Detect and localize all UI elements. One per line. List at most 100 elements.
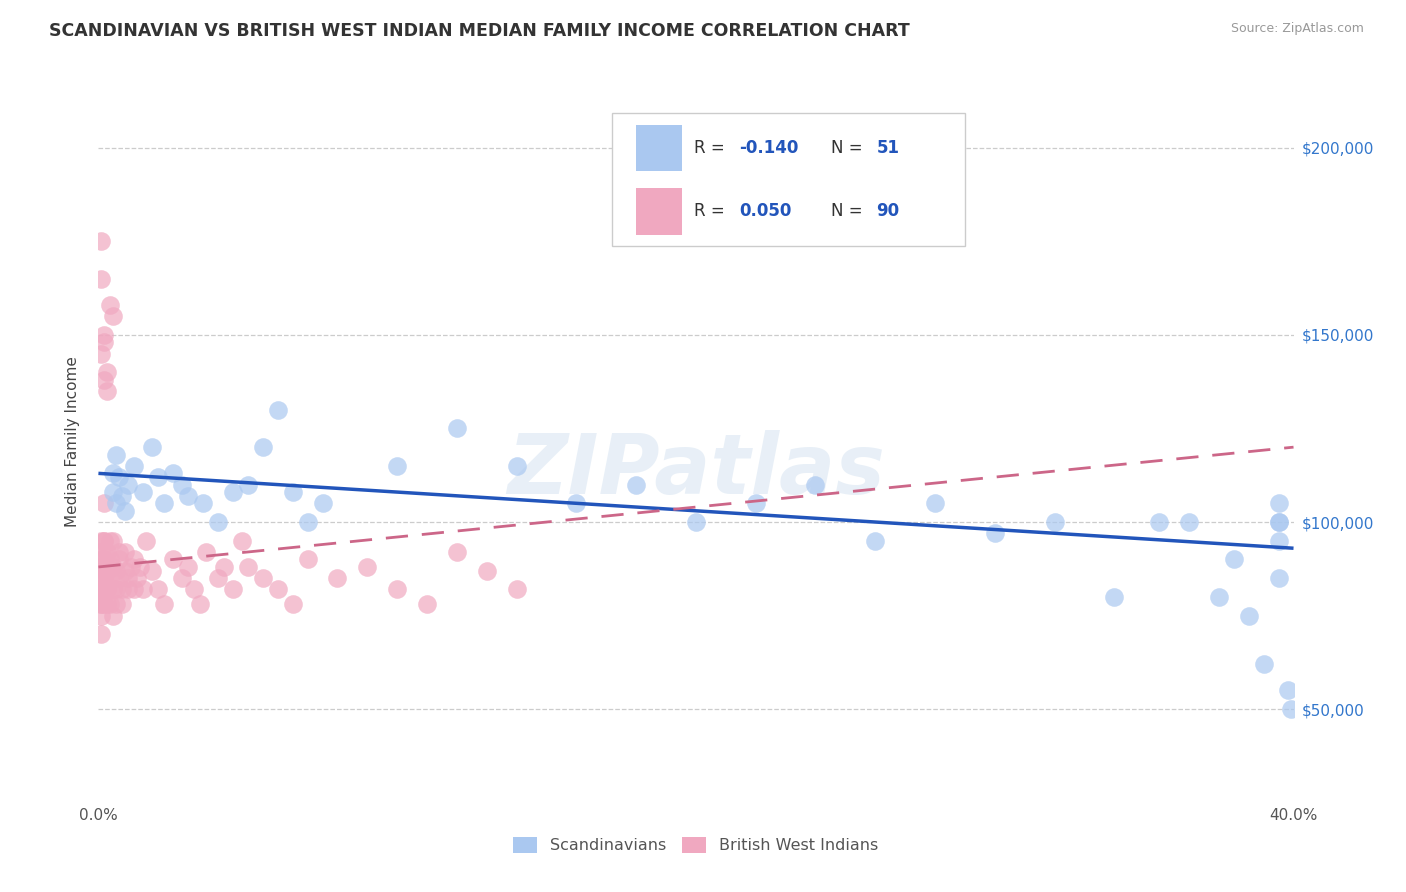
Point — [195, 545, 218, 559]
Point — [120, 560, 142, 574]
Point — [356, 560, 378, 574]
Point — [108, 545, 131, 559]
Point — [326, 571, 349, 585]
Point — [117, 582, 139, 597]
Point — [93, 571, 115, 585]
Point — [96, 545, 118, 559]
Point — [90, 582, 112, 597]
Text: Source: ZipAtlas.com: Source: ZipAtlas.com — [1230, 22, 1364, 36]
Point — [127, 571, 149, 585]
Point — [183, 582, 205, 597]
Text: N =: N = — [831, 202, 868, 220]
Point — [1253, 657, 1275, 672]
Text: 51: 51 — [876, 139, 900, 157]
Point — [1104, 590, 1126, 604]
Text: N =: N = — [831, 139, 868, 157]
Point — [153, 496, 176, 510]
Point — [96, 560, 118, 574]
Point — [90, 545, 112, 559]
Point — [98, 598, 122, 612]
Bar — [637, 125, 682, 171]
Point — [96, 384, 118, 398]
Point — [90, 598, 112, 612]
Point — [506, 458, 529, 473]
Point — [98, 298, 122, 312]
Point — [117, 571, 139, 585]
Point — [96, 564, 118, 578]
Point — [96, 582, 118, 597]
Point — [281, 485, 304, 500]
Point — [98, 552, 122, 566]
Point — [93, 373, 115, 387]
Point — [90, 271, 112, 285]
Point — [153, 598, 176, 612]
Point — [93, 564, 115, 578]
Point — [1147, 515, 1170, 529]
Point — [685, 515, 707, 529]
Point — [135, 533, 157, 548]
Point — [114, 564, 136, 578]
Point — [132, 485, 155, 500]
Point — [984, 526, 1007, 541]
Point — [90, 590, 112, 604]
Point — [446, 545, 468, 559]
Point — [90, 560, 112, 574]
Point — [207, 515, 229, 529]
Point — [93, 552, 115, 566]
Point — [132, 582, 155, 597]
Bar — [637, 187, 682, 235]
Point — [90, 627, 112, 641]
Point — [103, 533, 125, 548]
Point — [1277, 683, 1299, 698]
Point — [103, 467, 125, 481]
Point — [162, 552, 184, 566]
Y-axis label: Median Family Income: Median Family Income — [65, 356, 80, 527]
Point — [105, 496, 128, 510]
Point — [124, 582, 146, 597]
Point — [93, 598, 115, 612]
Point — [1267, 533, 1289, 548]
Point — [188, 598, 211, 612]
Point — [93, 335, 115, 350]
Point — [90, 234, 112, 248]
Point — [177, 560, 200, 574]
Point — [93, 327, 115, 342]
Point — [311, 496, 333, 510]
Point — [93, 582, 115, 597]
Point — [1223, 552, 1246, 566]
Point — [446, 421, 468, 435]
Point — [1043, 515, 1066, 529]
Point — [252, 440, 274, 454]
Point — [212, 560, 235, 574]
Point — [267, 582, 290, 597]
Point — [1237, 608, 1260, 623]
Point — [865, 533, 887, 548]
FancyBboxPatch shape — [613, 112, 965, 246]
Point — [1267, 571, 1289, 585]
Point — [96, 582, 118, 597]
Point — [231, 533, 253, 548]
Point — [148, 470, 170, 484]
Point — [506, 582, 529, 597]
Point — [141, 440, 163, 454]
Point — [90, 571, 112, 585]
Point — [114, 504, 136, 518]
Point — [924, 496, 946, 510]
Point — [117, 477, 139, 491]
Point — [105, 582, 128, 597]
Point — [90, 346, 112, 360]
Point — [385, 458, 409, 473]
Point — [141, 564, 163, 578]
Text: SCANDINAVIAN VS BRITISH WEST INDIAN MEDIAN FAMILY INCOME CORRELATION CHART: SCANDINAVIAN VS BRITISH WEST INDIAN MEDI… — [49, 22, 910, 40]
Point — [103, 560, 125, 574]
Point — [162, 467, 184, 481]
Point — [98, 533, 122, 548]
Text: 0.050: 0.050 — [740, 202, 792, 220]
Point — [281, 598, 304, 612]
Point — [90, 582, 112, 597]
Point — [105, 448, 128, 462]
Point — [191, 496, 214, 510]
Point — [1267, 515, 1289, 529]
Point — [222, 485, 245, 500]
Point — [96, 598, 118, 612]
